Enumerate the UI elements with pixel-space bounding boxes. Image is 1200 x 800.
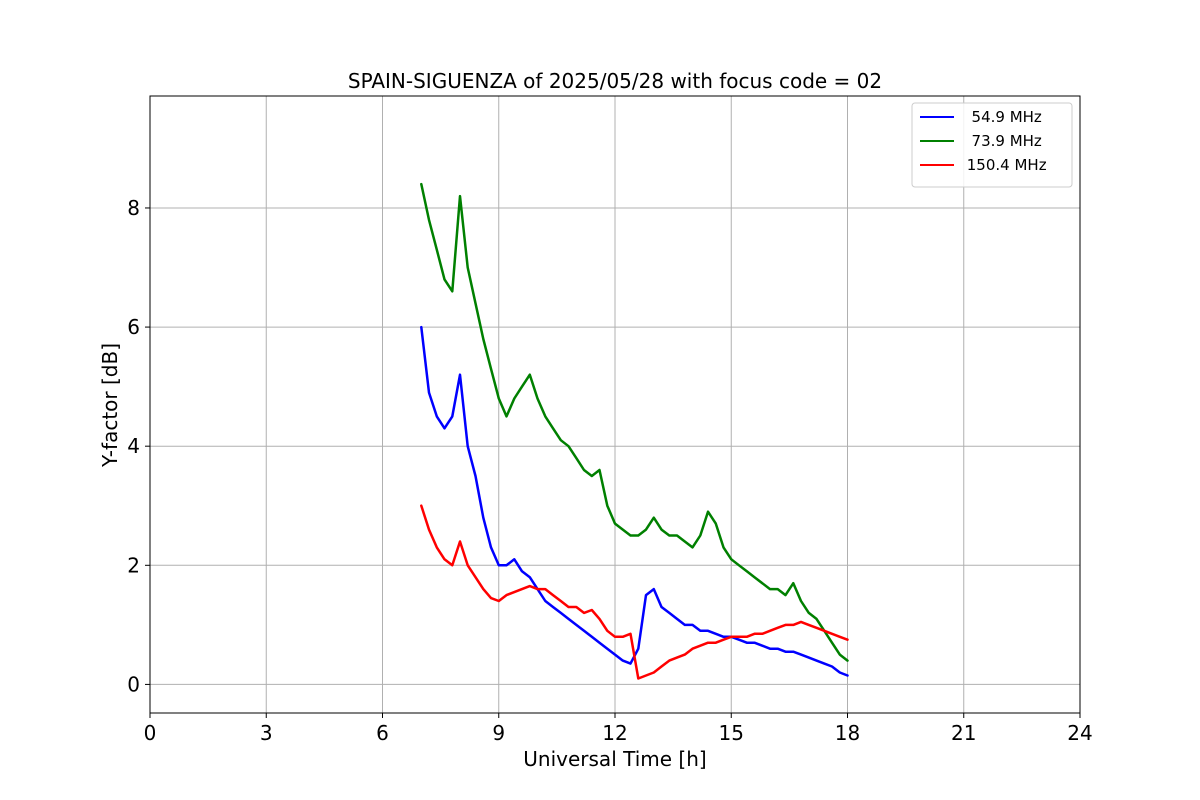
x-tick-label: 0 [144, 721, 157, 745]
y-tick-label: 6 [127, 315, 140, 339]
x-tick-label: 24 [1067, 721, 1092, 745]
y-tick-label: 8 [127, 196, 140, 220]
y-tick-label: 4 [127, 434, 140, 458]
y-tick-label: 0 [127, 672, 140, 696]
y-axis-ticks: 0 2 4 6 8 [127, 196, 150, 696]
y-axis-label: Y-factor [dB] [98, 343, 122, 468]
x-axis-label: Universal Time [h] [523, 747, 706, 771]
x-axis-ticks: 0 3 6 9 12 15 18 21 24 [144, 713, 1093, 745]
x-tick-label: 12 [602, 721, 627, 745]
x-tick-label: 9 [492, 721, 505, 745]
series-line [420, 504, 849, 680]
legend: 54.9 MHz 73.9 MHz 150.4 MHz [911, 102, 1073, 188]
grid-lines [149, 96, 1081, 713]
x-tick-label: 18 [835, 721, 860, 745]
y-tick-label: 2 [127, 553, 140, 577]
x-tick-label: 3 [260, 721, 273, 745]
legend-label: 73.9 MHz [962, 132, 1042, 150]
series-line [420, 325, 849, 677]
series-layer [420, 182, 849, 680]
x-tick-label: 6 [376, 721, 389, 745]
series-line [420, 182, 849, 662]
chart-title: SPAIN-SIGUENZA of 2025/05/28 with focus … [348, 69, 882, 93]
x-tick-label: 15 [719, 721, 744, 745]
legend-label: 54.9 MHz [962, 108, 1042, 126]
legend-label: 150.4 MHz [962, 156, 1047, 174]
x-tick-label: 21 [951, 721, 976, 745]
